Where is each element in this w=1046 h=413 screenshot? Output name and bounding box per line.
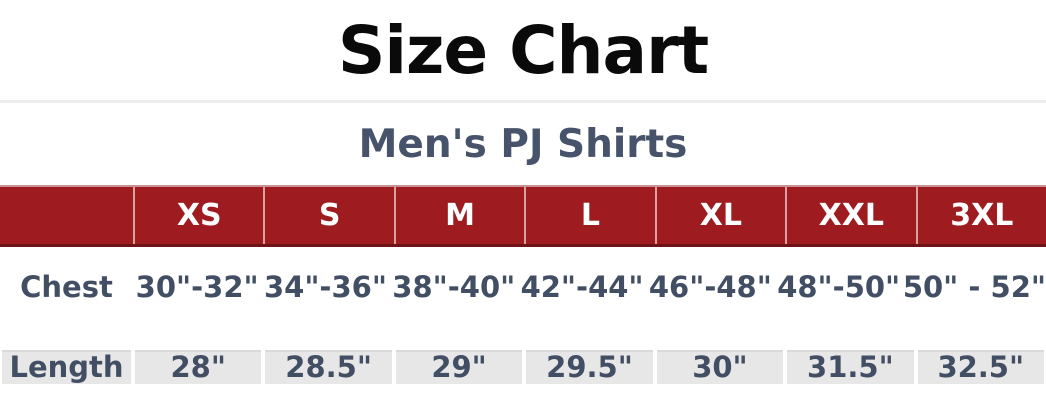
chest-value-cell: 42"-44": [520, 270, 644, 304]
chest-value-cell: 38"-40": [392, 270, 516, 304]
length-value-cell: 32.5": [916, 327, 1046, 407]
length-value-cell: 31.5": [785, 327, 915, 407]
chest-value-cell: 34"-36": [263, 270, 387, 304]
table-row-length: Length 28" 28.5" 29" 29.5" 30" 31.5" 32.…: [0, 327, 1046, 407]
title-section: Size Chart: [0, 0, 1046, 103]
length-value-cell: 28.5": [263, 327, 393, 407]
page-subtitle: Men's PJ Shirts: [358, 121, 688, 167]
length-value-cell: 28": [133, 327, 263, 407]
chest-value-cell: 30"-32": [135, 270, 259, 304]
header-cell-m: M: [393, 187, 524, 244]
length-value-cell: 29": [394, 327, 524, 407]
page-title: Size Chart: [337, 11, 709, 89]
row-label-length: Length: [2, 350, 131, 384]
header-cell-3xl: 3XL: [915, 187, 1046, 244]
table-header-row: XS S M L XL XXL 3XL: [0, 185, 1046, 247]
row-label-length-cell: Length: [0, 327, 133, 407]
header-cell-xl: XL: [654, 187, 785, 244]
chest-value-cell: 46"-48": [648, 270, 772, 304]
length-value-cell: 29.5": [524, 327, 654, 407]
header-cell-xs: XS: [133, 187, 263, 244]
header-cell-l: L: [524, 187, 654, 244]
header-cell-empty: [0, 187, 133, 244]
header-cell-xxl: XXL: [785, 187, 915, 244]
chest-value-cell: 50" - 52": [902, 270, 1046, 304]
row-label-chest: Chest: [20, 270, 113, 304]
subtitle-section: Men's PJ Shirts: [0, 103, 1046, 185]
chest-value-cell: 48"-50": [777, 270, 901, 304]
table-row-chest: Chest 30"-32" 34"-36" 38"-40" 42"-44" 46…: [0, 247, 1046, 327]
size-table: XS S M L XL XXL 3XL Chest 30"-32" 34"-36…: [0, 185, 1046, 407]
header-cell-s: S: [263, 187, 393, 244]
length-value-cell: 30": [655, 327, 785, 407]
